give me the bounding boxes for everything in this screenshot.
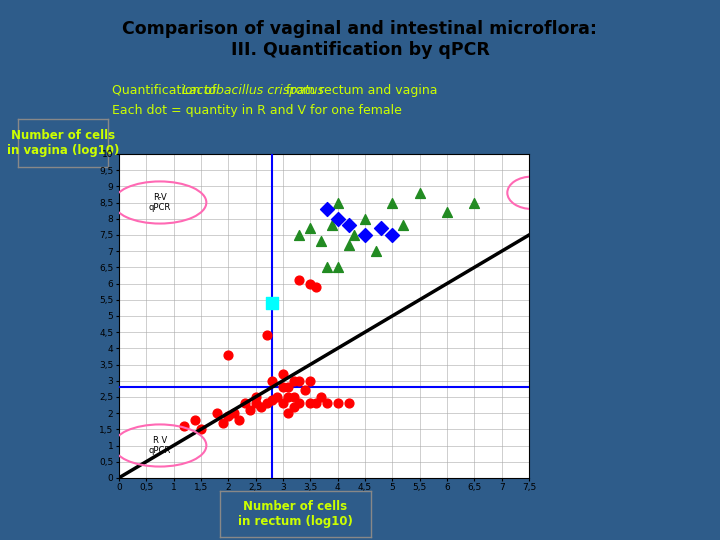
Point [256,402,267,411]
Point [321,399,333,408]
Point [441,208,453,217]
Point [359,231,371,239]
Point [315,393,327,401]
Point [217,418,228,427]
Point [370,247,382,255]
Point [288,402,300,411]
Point [321,205,333,213]
Point [277,383,289,391]
Point [271,393,283,401]
Point [343,399,354,408]
Point [283,409,294,417]
Point [397,221,409,230]
Point [310,399,322,408]
Point [305,399,316,408]
Point [288,376,300,385]
Point [179,422,190,430]
Point [332,198,343,207]
Point [469,198,480,207]
Point [294,376,305,385]
Point [305,279,316,288]
Point [250,393,261,401]
Point [305,376,316,385]
Point [332,263,343,272]
Text: R V
qPCR: R V qPCR [149,436,171,455]
Point [277,370,289,379]
Point [266,376,278,385]
Point [332,399,343,408]
Text: from rectum and vagina: from rectum and vagina [282,84,437,97]
Point [376,224,387,233]
Point [212,409,223,417]
Point [266,396,278,404]
Point [288,393,300,401]
Point [228,409,240,417]
Point [283,383,294,391]
Point [294,231,305,239]
Text: Comparison of vaginal and intestinal microflora:
III. Quantification by qPCR: Comparison of vaginal and intestinal mic… [122,20,598,58]
Point [343,221,354,230]
Point [233,415,245,424]
Point [283,393,294,401]
Text: R-V
qPCR: R-V qPCR [149,193,171,212]
Text: Each dot = quantity in R and V for one female: Each dot = quantity in R and V for one f… [112,104,402,117]
Point [222,350,234,359]
Point [261,399,272,408]
Point [261,331,272,340]
Point [239,399,251,408]
Point [387,198,398,207]
Point [244,406,256,414]
Point [294,276,305,285]
Point [359,214,371,223]
Point [277,399,289,408]
Point [326,221,338,230]
Point [189,415,201,424]
Point [348,231,360,239]
Point [222,412,234,421]
Point [310,282,322,291]
Point [195,425,207,434]
Point [266,299,278,307]
Point [299,386,310,395]
Point [294,399,305,408]
Point [250,399,261,408]
Text: Lactobacillus crispatus: Lactobacillus crispatus [182,84,324,97]
Point [321,263,333,272]
Text: Number of cells
in vagina (log10): Number of cells in vagina (log10) [6,129,120,157]
Point [305,224,316,233]
Point [343,240,354,249]
Point [315,237,327,246]
Text: Number of cells
in rectum (log10): Number of cells in rectum (log10) [238,501,353,528]
Point [387,231,398,239]
Point [332,214,343,223]
Point [414,188,426,197]
Text: Quantification of: Quantification of [112,84,220,97]
